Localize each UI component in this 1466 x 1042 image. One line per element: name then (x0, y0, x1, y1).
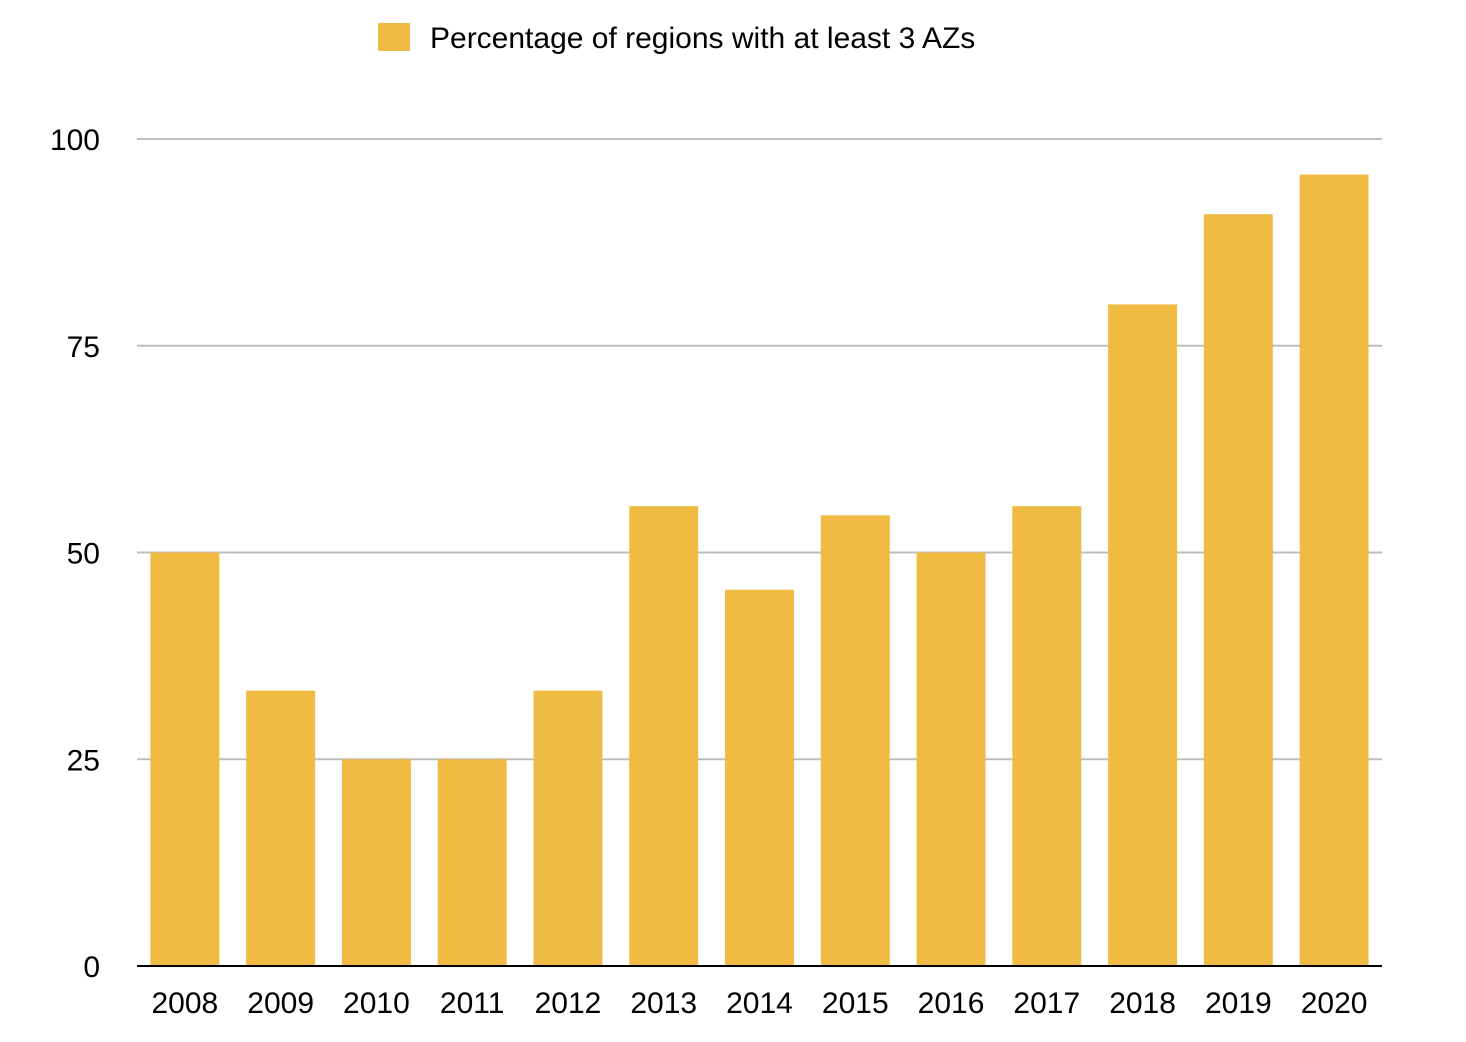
bar-2015 (820, 515, 890, 966)
bar-2018 (1108, 304, 1178, 966)
x-tick-label: 2008 (152, 987, 219, 1020)
bar-2009 (246, 690, 316, 966)
y-tick-label: 25 (67, 744, 100, 777)
x-tick-label: 2010 (343, 987, 410, 1020)
y-axis-ticks: 0 25 50 75 100 (50, 124, 100, 984)
x-tick-label: 2011 (440, 987, 505, 1020)
x-tick-label: 2020 (1301, 987, 1368, 1020)
bars (150, 174, 1369, 966)
y-tick-label: 0 (83, 951, 100, 984)
bar-2016 (916, 552, 986, 966)
x-tick-label: 2013 (630, 987, 697, 1020)
legend-swatch (378, 23, 410, 51)
x-tick-label: 2016 (918, 987, 985, 1020)
bar-2012 (533, 690, 603, 966)
bar-2008 (150, 552, 220, 966)
legend-label: Percentage of regions with at least 3 AZ… (430, 22, 975, 55)
x-tick-label: 2009 (247, 987, 314, 1020)
x-tick-label: 2012 (535, 987, 602, 1020)
y-tick-label: 100 (50, 124, 100, 157)
x-tick-label: 2019 (1205, 987, 1272, 1020)
x-tick-label: 2015 (822, 987, 889, 1020)
x-tick-label: 2018 (1109, 987, 1176, 1020)
x-tick-label: 2017 (1013, 987, 1080, 1020)
y-tick-label: 75 (67, 331, 100, 364)
bar-2019 (1203, 214, 1273, 966)
x-axis-ticks: 2008 2009 2010 2011 2012 2013 2014 2015 2016 2017… (152, 987, 1368, 1020)
x-tick-label: 2014 (726, 987, 793, 1020)
legend: Percentage of regions with at least 3 AZ… (378, 22, 975, 55)
bar-2014 (725, 589, 794, 966)
y-tick-label: 50 (67, 538, 100, 571)
bar-2010 (341, 759, 411, 966)
bar-2011 (437, 759, 507, 966)
bar-2020 (1299, 174, 1369, 966)
bar-2013 (629, 506, 699, 966)
bar-2017 (1012, 506, 1082, 966)
